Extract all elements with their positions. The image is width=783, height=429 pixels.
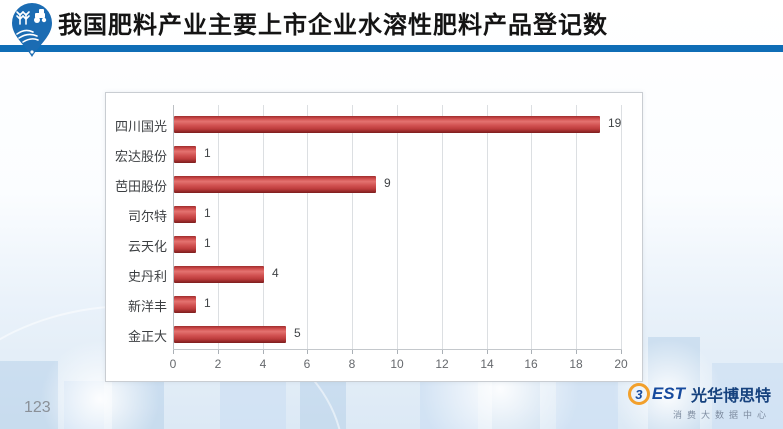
x-axis-tick-label: 18: [569, 357, 583, 371]
gridline: [218, 105, 219, 349]
brand-subtitle: 消费大数据中心: [672, 410, 771, 420]
x-axis-tick-label: 6: [303, 357, 311, 371]
x-axis-tick-label: 8: [348, 357, 356, 371]
gridline: [531, 105, 532, 349]
bar: [174, 295, 196, 313]
x-axis-line: [173, 349, 622, 350]
x-axis-tick: [531, 349, 532, 354]
category-label: 司尔特: [127, 209, 167, 224]
agriculture-pin-logo: [12, 3, 52, 57]
x-axis-tick-label: 12: [435, 357, 449, 371]
best-logo-circle-icon: 3: [627, 383, 650, 405]
footer: 123 3 EST 光华博思特 消费大数据中心: [0, 379, 783, 429]
brand-name: 光华博思特: [690, 388, 771, 405]
value-label: 5: [294, 326, 301, 340]
value-label: 1: [204, 146, 211, 160]
gridline: [442, 105, 443, 349]
gridline: [352, 105, 353, 349]
x-axis-tick-label: 10: [390, 357, 404, 371]
x-axis-tick: [487, 349, 488, 354]
page-number: 123: [24, 399, 51, 416]
category-label: 云天化: [127, 239, 167, 254]
x-axis-tick: [173, 349, 174, 354]
x-axis-tick: [218, 349, 219, 354]
value-label: 9: [384, 176, 391, 190]
bar: [174, 115, 600, 133]
plot-area: 0 2 4 6 8 10 12 14 16 18 20 四川国光 19 宏达股份 1 芭田股份 9 司尔特 1 云天化…: [106, 93, 642, 381]
gridline: [263, 105, 264, 349]
category-label: 新洋丰: [127, 299, 167, 314]
x-axis-tick: [576, 349, 577, 354]
gridline: [397, 105, 398, 349]
header-accent-line: [0, 45, 783, 52]
header: 我国肥料产业主要上市企业水溶性肥料产品登记数: [0, 0, 783, 60]
gridline: [487, 105, 488, 349]
x-axis-tick: [352, 349, 353, 354]
bar: [174, 265, 264, 283]
value-label: 19: [608, 116, 622, 130]
brand-logo: 3 EST 光华博思特 消费大数据中心: [627, 382, 771, 421]
x-axis-tick-label: 0: [169, 357, 177, 371]
x-axis-tick: [621, 349, 622, 354]
category-label: 四川国光: [114, 119, 167, 134]
category-label: 金正大: [127, 329, 167, 344]
x-axis-tick-label: 2: [214, 357, 222, 371]
category-label: 宏达股份: [114, 149, 167, 164]
value-label: 1: [204, 206, 211, 220]
page-title: 我国肥料产业主要上市企业水溶性肥料产品登记数: [58, 12, 608, 39]
x-axis-tick-label: 16: [524, 357, 538, 371]
gridline: [307, 105, 308, 349]
bar: [174, 205, 196, 223]
category-label: 史丹利: [127, 269, 167, 284]
x-axis-tick: [397, 349, 398, 354]
city-skyline: [712, 363, 783, 429]
value-label: 4: [272, 266, 279, 280]
brand-row: 3 EST 光华博思特: [627, 382, 771, 406]
bar: [174, 175, 376, 193]
brand-latin: EST: [651, 384, 685, 403]
x-axis-tick-label: 4: [259, 357, 267, 371]
bar: [174, 145, 196, 163]
category-label: 芭田股份: [114, 179, 167, 194]
value-label: 1: [204, 236, 211, 250]
bar: [174, 325, 286, 343]
x-axis-tick: [263, 349, 264, 354]
gridline: [576, 105, 577, 349]
gridline: [621, 105, 622, 349]
x-axis-tick-label: 20: [614, 357, 628, 371]
value-label: 1: [204, 296, 211, 310]
x-axis-tick: [307, 349, 308, 354]
x-axis-tick: [442, 349, 443, 354]
chart-panel: 0 2 4 6 8 10 12 14 16 18 20 四川国光 19 宏达股份 1 芭田股份 9 司尔特 1 云天化…: [105, 92, 643, 382]
x-axis-tick-label: 14: [480, 357, 494, 371]
y-axis-line: [173, 105, 174, 349]
bar: [174, 235, 196, 253]
